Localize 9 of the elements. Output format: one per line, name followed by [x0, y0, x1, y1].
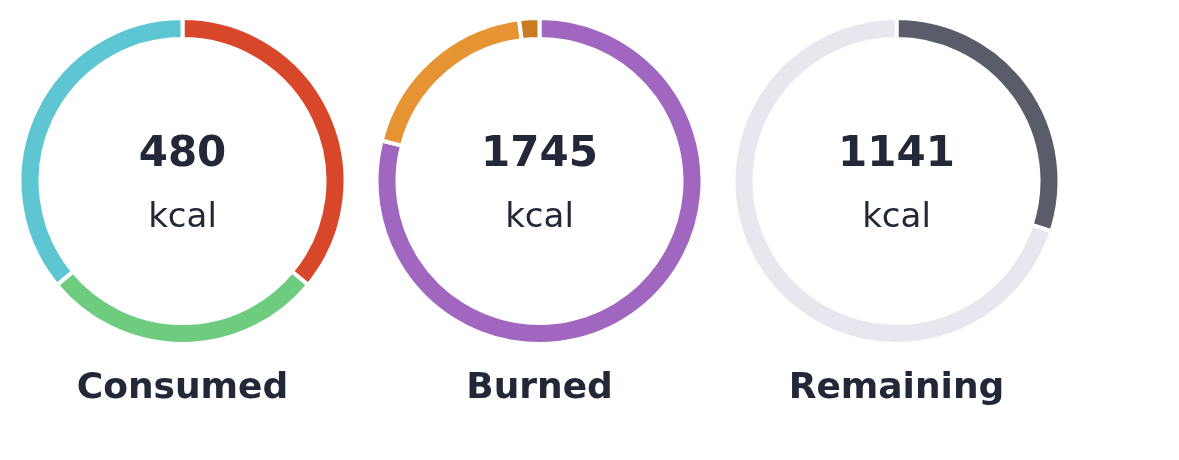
text: 480 — [138, 127, 227, 176]
text: kcal — [862, 195, 931, 235]
text: kcal — [505, 195, 574, 235]
text: Remaining — [788, 365, 1005, 406]
text: Burned — [466, 365, 613, 406]
text: 1745 — [481, 127, 598, 176]
text: Consumed — [76, 365, 289, 406]
text: kcal — [148, 195, 217, 235]
text: 1141 — [838, 127, 955, 176]
